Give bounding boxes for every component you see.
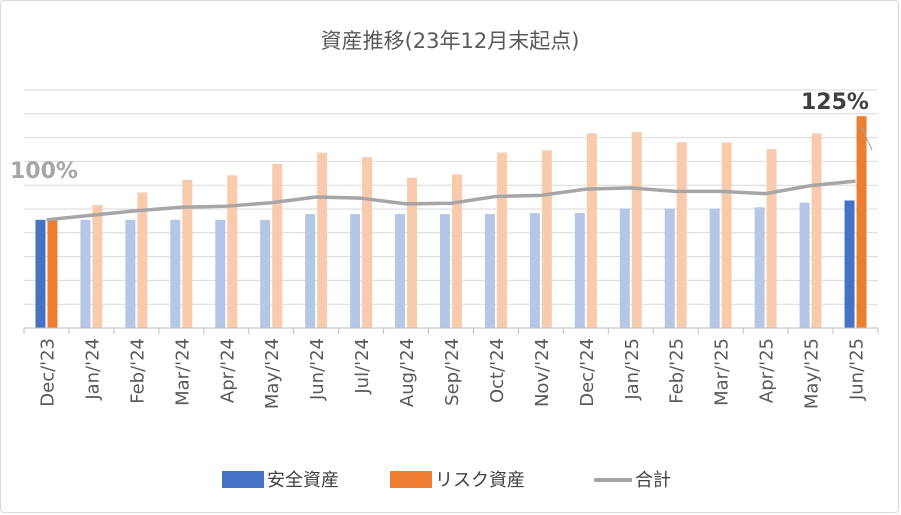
- legend-item-total: 合計: [594, 470, 671, 491]
- x-tick-label: May/'24: [262, 338, 283, 409]
- bar-safe-asset: [754, 207, 765, 328]
- x-tick-label: Jan/'25: [622, 338, 643, 401]
- legend-item-safe: 安全資産: [222, 470, 339, 491]
- x-tick-label: Apr/'25: [757, 338, 778, 403]
- bar-risk-asset: [47, 219, 58, 328]
- x-axis: Dec/'23 Jan/'24 Feb/'24 Mar/'24 Apr/'24 May/'…: [23, 327, 879, 409]
- last-value-label: 125%: [801, 90, 869, 115]
- bar-risk-asset: [631, 132, 642, 328]
- first-value-label: 100%: [10, 159, 78, 184]
- bar-risk-asset: [227, 175, 238, 328]
- bar-safe-asset: [125, 219, 136, 328]
- x-tick-label: May/'25: [802, 338, 823, 409]
- bar-risk-asset: [856, 116, 867, 329]
- bar-safe-asset: [799, 202, 810, 328]
- x-tick-label: Jul/'24: [352, 338, 373, 395]
- bar-safe-asset: [215, 219, 226, 328]
- x-tick-label: Sep/'24: [442, 338, 463, 406]
- bar-safe-asset: [574, 213, 585, 328]
- bar-risk-asset: [182, 180, 193, 328]
- x-tick-label: Dec/'24: [577, 338, 598, 407]
- x-tick-label: Mar/'24: [172, 338, 193, 406]
- last-label-leader-line: [861, 127, 873, 151]
- bar-safe-asset: [350, 214, 361, 328]
- bar-safe-asset: [80, 219, 91, 328]
- line-layer: [46, 179, 856, 222]
- bar-safe-asset: [484, 214, 495, 328]
- bar-safe-asset: [664, 208, 675, 328]
- x-tick-label: Aug/'24: [397, 338, 418, 407]
- bar-safe-asset: [844, 200, 855, 328]
- x-tick-label: Nov/'24: [532, 338, 553, 407]
- x-tick-label: Jun/'25: [847, 338, 868, 401]
- bar-risk-asset: [586, 133, 597, 328]
- bar-risk-asset: [721, 142, 732, 328]
- bar-safe-asset: [260, 219, 271, 328]
- bar-risk-asset: [317, 152, 328, 328]
- bar-risk-asset: [137, 192, 148, 328]
- bar-risk-asset: [811, 133, 822, 328]
- bar-safe-asset: [170, 219, 181, 328]
- x-tick-label: Feb/'25: [667, 338, 688, 404]
- bar-risk-asset: [92, 204, 103, 328]
- bar-risk-asset: [272, 163, 283, 328]
- x-tick-label: Feb/'24: [127, 338, 148, 404]
- chart-title: 資産推移(23年12月末起点): [321, 29, 580, 53]
- annotation-layer: 100% 125%: [10, 90, 873, 184]
- bar-risk-asset: [766, 149, 777, 328]
- legend-label-total: 合計: [635, 470, 671, 491]
- x-tick-label: Jun/'24: [307, 338, 328, 401]
- bar-safe-asset: [709, 208, 720, 328]
- legend-swatch-safe: [222, 471, 264, 488]
- bar-risk-asset: [541, 150, 552, 328]
- legend-swatch-risk: [390, 471, 432, 488]
- bar-safe-asset: [619, 208, 630, 328]
- bar-risk-asset: [676, 142, 687, 328]
- x-tick-label: Apr/'24: [217, 338, 238, 403]
- legend: 安全資産 リスク資産 合計: [222, 470, 671, 491]
- legend-item-risk: リスク資産: [390, 470, 525, 491]
- x-tick-label: Dec/'23: [37, 338, 58, 407]
- bar-risk-asset: [407, 177, 418, 328]
- bar-safe-asset: [305, 214, 316, 328]
- bar-safe-asset: [529, 213, 540, 328]
- bar-risk-asset: [496, 152, 507, 328]
- series-line-total: [46, 179, 856, 222]
- bar-safe-asset: [440, 214, 450, 328]
- bar-safe-asset: [395, 214, 406, 328]
- x-tick-label: Jan/'24: [82, 338, 103, 401]
- legend-label-safe: 安全資産: [267, 470, 339, 491]
- x-tick-label: Oct/'24: [487, 338, 508, 403]
- x-tick-label: Mar/'25: [712, 338, 733, 406]
- bar-risk-asset: [452, 174, 462, 328]
- bars-layer: [35, 116, 867, 329]
- bar-safe-asset: [35, 219, 46, 328]
- bar-risk-asset: [362, 157, 373, 328]
- legend-label-risk: リスク資産: [435, 470, 525, 491]
